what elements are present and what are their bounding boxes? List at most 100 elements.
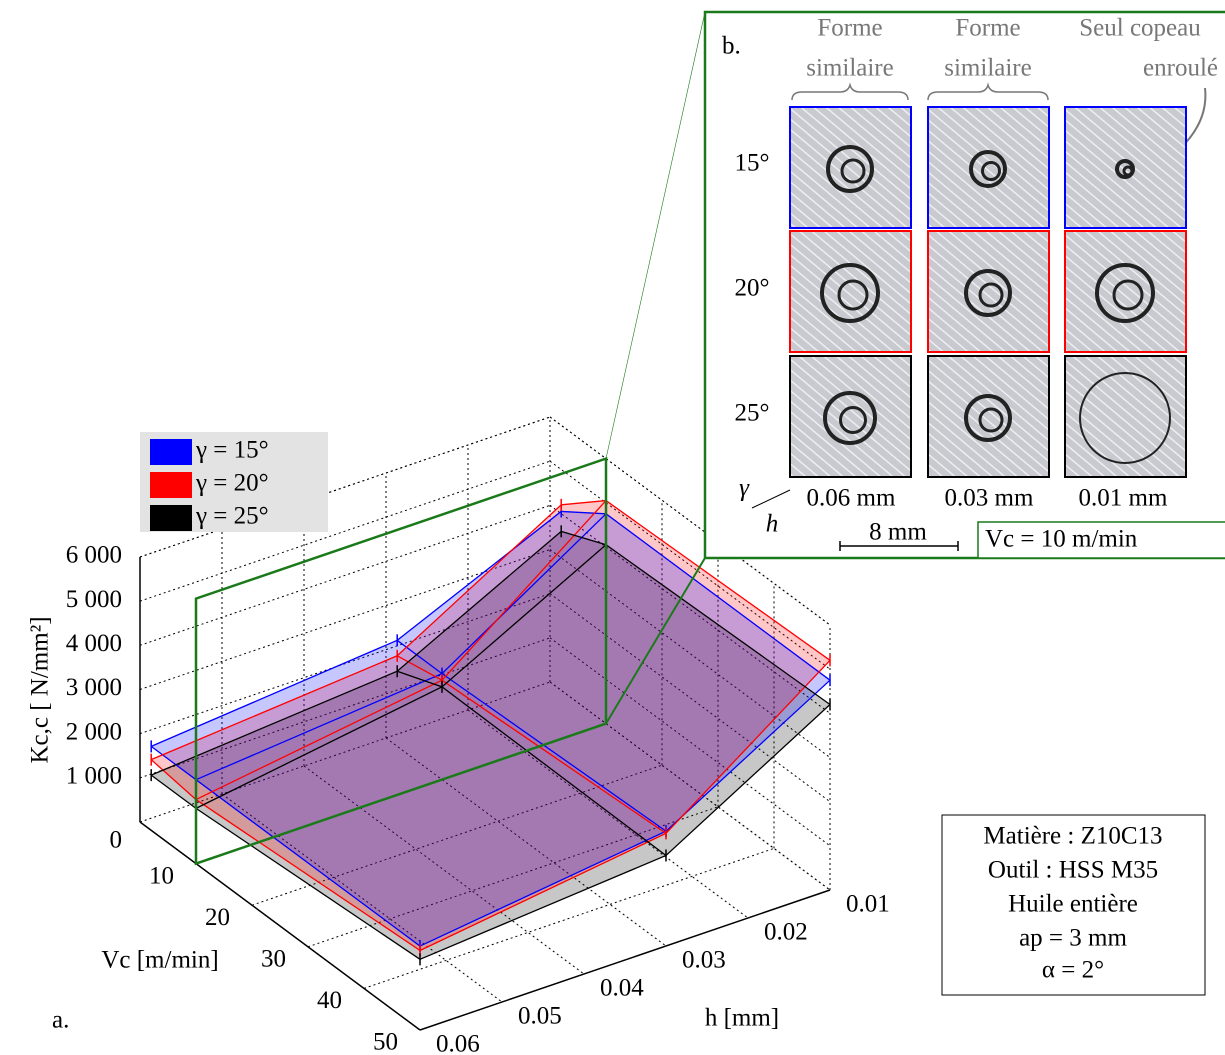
scale-bar	[839, 541, 959, 551]
chip	[1079, 372, 1171, 464]
surface-patch	[196, 673, 666, 947]
chip	[820, 263, 880, 323]
y-axis-label: Kc,c [ N/mm²]	[27, 616, 54, 763]
grid-line	[363, 847, 775, 989]
surface-patch	[397, 531, 606, 687]
scale-bar-label: 8 mm	[869, 519, 927, 546]
panel-label: a.	[52, 1007, 69, 1034]
chip-photo	[1064, 230, 1187, 353]
chip-photo	[927, 106, 1050, 229]
info-line: Outil : HSS M35	[988, 857, 1158, 884]
row-axis: γ	[739, 475, 750, 502]
zoom-line	[605, 11, 706, 459]
y-tick-label: 2 000	[66, 718, 122, 745]
grid-line	[139, 593, 551, 735]
row-label: 20°	[735, 275, 770, 302]
y-tick-label: 0	[110, 827, 123, 854]
condition: Vc = 10 m/min	[985, 526, 1138, 553]
legend-swatch	[150, 439, 192, 465]
info-line: ap = 3 mm	[1019, 925, 1127, 952]
grid-line	[549, 460, 831, 670]
vc-tick-label: 10	[149, 862, 174, 889]
grid-line	[251, 764, 663, 906]
column-note: Forme	[955, 15, 1020, 42]
legend-label: γ = 20°	[195, 470, 269, 497]
info-line: α = 2°	[1042, 957, 1104, 984]
column-note: Seul copeau	[1079, 15, 1201, 42]
chip-photo	[789, 106, 912, 229]
grid-line	[307, 806, 719, 948]
chip	[969, 150, 1007, 188]
column-note: similaire	[944, 55, 1031, 82]
chip	[837, 279, 869, 311]
box-edge	[549, 416, 831, 626]
info-line: Huile entière	[1008, 891, 1138, 918]
chip	[981, 161, 1001, 181]
x-tick-label: 0.06	[436, 1031, 480, 1055]
chip	[978, 407, 1004, 433]
x-tick-label: 0.01	[846, 891, 890, 918]
vc-tick-label: 30	[261, 946, 286, 973]
surface-patch	[397, 500, 606, 681]
vc-tick-label: 50	[373, 1029, 398, 1055]
grid-line	[549, 504, 831, 714]
chip	[1095, 263, 1155, 323]
column-label: 0.01 mm	[1079, 485, 1168, 512]
legend-swatch	[150, 505, 192, 531]
chip	[978, 282, 1004, 308]
y-tick-label: 4 000	[66, 630, 122, 657]
surface-patch	[151, 655, 442, 800]
chip	[964, 269, 1012, 317]
grid-line	[385, 737, 667, 947]
grid-line	[303, 765, 585, 975]
column-label: 0.03 mm	[945, 485, 1034, 512]
grid-line	[139, 681, 551, 823]
x-axis-label: h [mm]	[705, 1005, 779, 1032]
row-label: 25°	[735, 400, 770, 427]
chip	[826, 145, 874, 193]
chip-photo	[927, 355, 1050, 478]
chip-photo	[1064, 355, 1187, 478]
grid-line	[549, 681, 831, 891]
chip-photo	[927, 230, 1050, 353]
col-axis: h	[766, 511, 779, 538]
x-tick-label: 0.02	[764, 919, 808, 946]
grid-line	[139, 549, 551, 690]
vc-tick-label: 40	[317, 987, 342, 1014]
grid-line	[139, 637, 551, 779]
y-tick-label: 5 000	[66, 586, 122, 613]
chip-photo	[789, 355, 912, 478]
x-tick-label: 0.04	[600, 975, 644, 1002]
plot: 0 1 000 2 000 3 000 4 000 5 000 6 000 10 20 30 40 5…	[66, 11, 890, 1055]
legend-label: γ = 15°	[195, 437, 269, 464]
x-tick-label: 0.05	[518, 1003, 562, 1030]
column-note: enroulé	[1143, 55, 1218, 82]
surface-patch	[196, 680, 666, 951]
brace	[927, 82, 1049, 101]
column-label: 0.06 mm	[807, 485, 896, 512]
chip	[839, 406, 867, 434]
axis-line	[419, 889, 831, 1031]
zoom-line	[605, 557, 706, 725]
inset: b. Forme similaire Forme similaire Seul …	[703, 10, 1225, 560]
y-tick-label: 3 000	[66, 674, 122, 701]
condition-box	[977, 521, 1225, 559]
inset-label: b.	[722, 33, 741, 60]
column-note: similaire	[806, 55, 893, 82]
surface-patch	[397, 511, 606, 674]
column-note: Forme	[817, 15, 882, 42]
chip	[840, 158, 866, 184]
legend: γ = 15° γ = 20° γ = 25°	[140, 432, 328, 532]
legend-swatch	[150, 472, 192, 498]
grid-line	[139, 504, 551, 646]
grid-line	[467, 709, 749, 919]
surface-patch	[442, 500, 830, 834]
y-tick-label: 1 000	[66, 763, 122, 790]
corner-line	[751, 489, 791, 509]
chip	[1122, 165, 1134, 177]
chip-photo	[789, 230, 912, 353]
y-tick-label: 6 000	[66, 542, 122, 569]
row-label: 15°	[735, 150, 770, 177]
chip	[1112, 279, 1144, 311]
